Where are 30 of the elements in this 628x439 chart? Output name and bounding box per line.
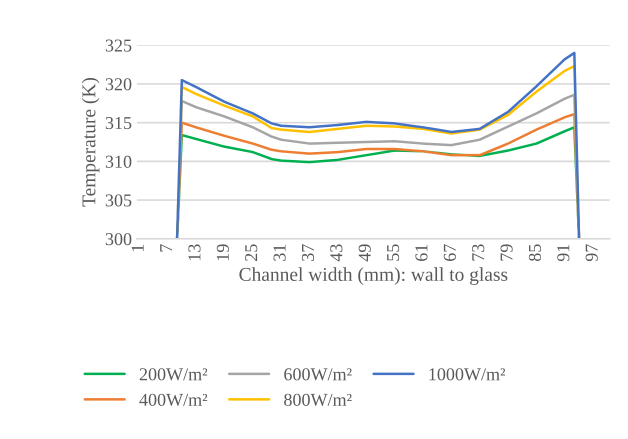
y-axis-title: Temperature (K) xyxy=(82,78,100,207)
y-tick-label: 325 xyxy=(106,40,132,52)
x-tick-label: 19 xyxy=(216,244,229,260)
y-tick-label: 305 xyxy=(106,194,132,207)
x-tick-label: 7 xyxy=(160,244,172,252)
x-tick-label: 25 xyxy=(245,244,258,261)
y-tick-label: 310 xyxy=(106,156,132,168)
x-tick-label: 61 xyxy=(415,244,428,261)
x-tick-label: 43 xyxy=(330,244,342,262)
x-tick-label: 97 xyxy=(586,244,598,262)
x-tick-label: 37 xyxy=(302,244,314,261)
y-tick-label: 315 xyxy=(106,116,132,130)
x-axis-title: Channel width (mm): wall to glass xyxy=(239,267,508,285)
y-tick-label: 300 xyxy=(106,233,132,246)
x-tick-label: 67 xyxy=(444,244,456,261)
x-tick-label: 73 xyxy=(472,244,484,261)
x-tick-label: 31 xyxy=(274,244,286,261)
legend-label: 600W/m² xyxy=(284,368,352,380)
x-tick-label: 91 xyxy=(557,244,570,262)
y-tick-label: 320 xyxy=(106,78,132,90)
legend-label: 400W/m² xyxy=(139,394,208,406)
legend-label: 200W/m² xyxy=(140,368,208,380)
x-tick-label: 79 xyxy=(500,244,513,261)
legend-label: 1000W/m² xyxy=(429,368,506,380)
x-tick-label: 55 xyxy=(387,244,400,261)
x-tick-label: 49 xyxy=(358,244,371,262)
x-tick-label: 85 xyxy=(528,244,542,262)
x-tick-label: 13 xyxy=(188,244,201,260)
x-tick-label: 1 xyxy=(132,244,144,252)
legend-label: 800W/m² xyxy=(284,394,352,406)
